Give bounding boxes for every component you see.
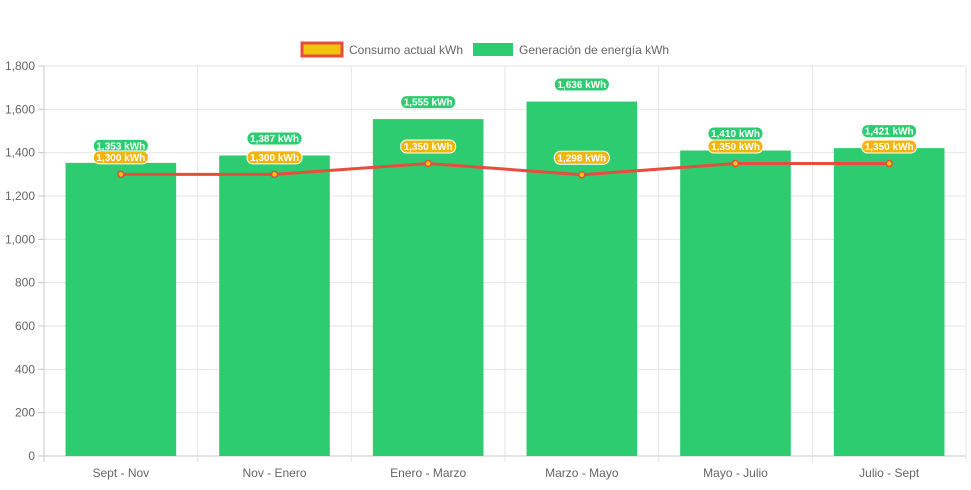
legend-swatch-consumo: [300, 41, 344, 58]
bar-data-label: 1,421 kWh: [865, 127, 914, 138]
bar[interactable]: [680, 150, 791, 457]
line-data-label-bg: [246, 150, 303, 165]
line-data-label-bg: [92, 150, 149, 165]
line-data-label: 1,350 kWh: [865, 142, 914, 153]
bar-data-label: 1,636 kWh: [557, 80, 606, 91]
y-tick-label: 0: [28, 449, 35, 463]
line-point[interactable]: [424, 159, 432, 168]
legend-item-consumo[interactable]: Consumo actual kWh: [300, 41, 463, 58]
line-path: [120, 161, 890, 177]
line-data-label: 1,300 kWh: [250, 153, 299, 164]
line-series-consumo: [117, 159, 893, 179]
legend: Consumo actual kWh Generación de energía…: [300, 41, 669, 58]
bar[interactable]: [372, 119, 484, 456]
legend-item-generacion[interactable]: Generación de energía kWh: [473, 43, 669, 57]
bar-data-label: 1,410 kWh: [711, 129, 760, 140]
bar-data-label-bg: [246, 131, 303, 146]
line-data-label: 1,298 kWh: [557, 153, 606, 164]
bar-data-label-bg: [861, 124, 918, 139]
grid-lines: [43, 65, 967, 462]
line-data-label-bg: [553, 150, 610, 165]
line-point[interactable]: [885, 159, 893, 168]
bar[interactable]: [219, 155, 330, 456]
data-labels: 1,353 kWh 1,387 kWh 1,555 kWh 1,636 kWh 1,41…: [92, 77, 918, 165]
x-tick-label: Mayo - Julio: [703, 466, 768, 480]
x-tick-label: Julio - Sept: [859, 466, 920, 480]
legend-label-consumo: Consumo actual kWh: [349, 43, 463, 57]
bar[interactable]: [833, 148, 945, 456]
bar-data-label: 1,555 kWh: [404, 98, 453, 109]
line-data-label: 1,350 kWh: [711, 142, 760, 153]
y-tick-label: 1,200: [5, 189, 35, 203]
bar[interactable]: [65, 162, 177, 456]
bar-series-generacion: [65, 101, 945, 457]
y-tick-label: 1,000: [5, 232, 35, 246]
bar-data-label-bg: [400, 95, 457, 110]
legend-swatch-generacion: [473, 43, 513, 56]
line-point[interactable]: [578, 171, 586, 179]
line-data-label-bg: [707, 139, 764, 154]
line-data-label: 1,350 kWh: [404, 142, 453, 153]
legend-label-generacion: Generación de energía kWh: [519, 43, 669, 57]
y-tick-label: 1,400: [5, 146, 35, 160]
bar-data-label: 1,353 kWh: [96, 141, 145, 152]
line-point[interactable]: [117, 170, 125, 179]
line-data-label: 1,300 kWh: [96, 153, 145, 164]
bar-data-label: 1,387 kWh: [250, 134, 299, 145]
x-tick-label: Sept - Nov: [92, 466, 149, 480]
x-tick-label: Nov - Enero: [242, 466, 306, 480]
y-tick-label: 1,600: [5, 102, 35, 116]
line-data-label-bg: [861, 139, 918, 154]
y-tick-label: 600: [15, 319, 35, 333]
line-point[interactable]: [270, 170, 279, 179]
bar-data-label-bg: [553, 77, 610, 92]
x-tick-label: Marzo - Mayo: [545, 466, 619, 480]
x-tick-label: Enero - Marzo: [390, 466, 466, 480]
y-tick-label: 400: [15, 362, 35, 376]
axes: 0 200 400 600 800 1,000 1,200 1,400 1,600 1,800 Se…: [5, 59, 920, 480]
line-point[interactable]: [731, 159, 740, 168]
line-data-label-bg: [400, 139, 457, 154]
y-tick-label: 200: [15, 406, 35, 420]
y-tick-label: 800: [15, 276, 35, 290]
y-tick-label: 1,800: [5, 59, 35, 73]
